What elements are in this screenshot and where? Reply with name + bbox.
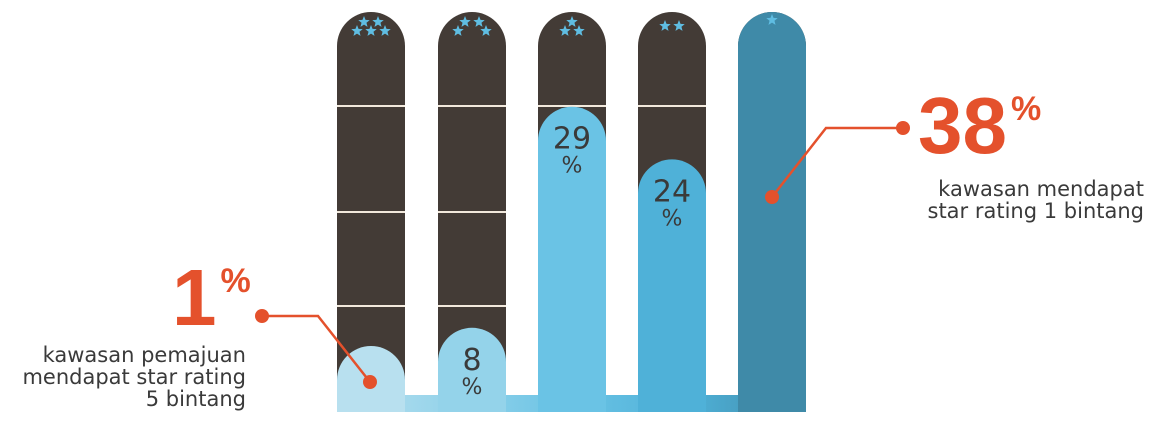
bar-value-unit: %	[562, 154, 583, 179]
rating-star-icon	[659, 20, 671, 31]
right-callout-number: 38	[918, 81, 1007, 170]
right-callout-unit: %	[1010, 90, 1042, 128]
rating-star-icon	[766, 14, 778, 25]
bar-2-bintang	[638, 159, 706, 412]
right-callout-dot-icon	[765, 190, 779, 204]
rating-star-icon	[473, 16, 485, 27]
left-callout-text: kawasan pemajuan mendapat star rating 5 …	[22, 343, 246, 411]
rating-star-icon	[480, 25, 492, 36]
bar-3-bintang	[538, 106, 606, 412]
bar-track	[438, 12, 506, 399]
right-callout-text: kawasan mendapat star rating 1 bintang	[927, 177, 1145, 223]
bar-value-unit: %	[462, 375, 483, 400]
bar-track	[337, 12, 405, 399]
left-callout-number: 1	[172, 253, 217, 342]
rating-star-icon	[379, 25, 391, 36]
rating-star-icon	[559, 25, 571, 36]
rating-star-icon	[365, 25, 377, 36]
rating-star-icon	[673, 20, 685, 31]
bar-value-label: 24	[653, 174, 691, 209]
bar-value-label: 8	[462, 343, 481, 378]
bar-1-bintang	[738, 12, 806, 412]
rating-star-icon	[573, 25, 585, 36]
rating-star-icon	[358, 16, 370, 27]
left-callout-leader	[262, 314, 371, 383]
bar-value-unit: %	[662, 206, 683, 231]
rating-star-icon	[372, 16, 384, 27]
bar-value-label: 29	[553, 122, 591, 157]
left-callout-dot-icon	[255, 309, 269, 323]
rating-star-icon	[459, 16, 471, 27]
rating-star-icon	[452, 25, 464, 36]
left-callout-value: 1%	[172, 258, 251, 338]
bar-4-bintang	[438, 327, 506, 412]
right-callout-value: 38%	[918, 86, 1041, 166]
rating-star-icon	[351, 25, 363, 36]
left-callout-dot-icon	[363, 375, 377, 389]
right-callout-leader	[771, 126, 903, 198]
left-callout-unit: %	[220, 262, 251, 300]
rating-star-icon	[566, 16, 578, 27]
right-callout-dot-icon	[896, 121, 910, 135]
